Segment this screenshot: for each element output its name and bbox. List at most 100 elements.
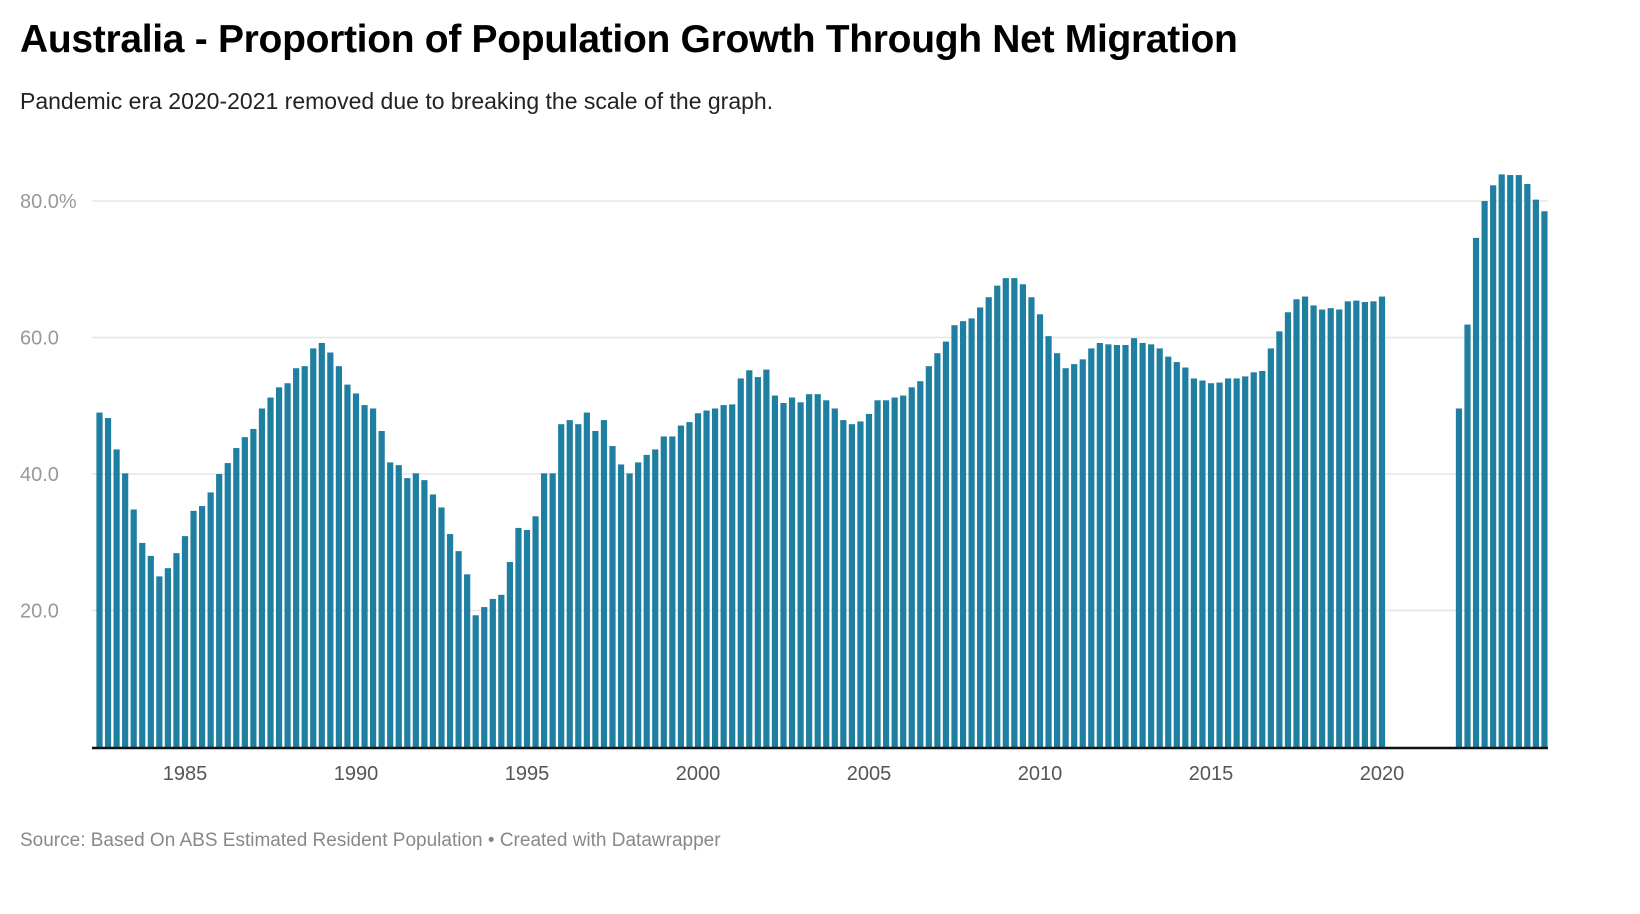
bar (729, 404, 736, 747)
bar (327, 352, 334, 747)
bar (857, 421, 864, 747)
bar (1524, 183, 1531, 747)
bar (224, 463, 231, 747)
bar (1259, 370, 1266, 747)
bar (677, 425, 684, 747)
bar (1276, 331, 1283, 747)
bar (1319, 309, 1326, 747)
bar (1216, 382, 1223, 747)
bar (1079, 359, 1086, 747)
bar (113, 449, 120, 747)
bar (515, 527, 522, 747)
bar (609, 446, 616, 747)
bar (1464, 324, 1471, 747)
bar (1370, 301, 1377, 747)
chart-title: Australia - Proportion of Population Gro… (20, 18, 1238, 61)
bar (130, 509, 137, 747)
bar (455, 551, 462, 747)
bar (429, 494, 437, 747)
footer-separator: • (482, 830, 500, 851)
bar (1148, 344, 1155, 747)
y-axis-labels: 20.0 40.0 60.0 80.0% (20, 191, 77, 623)
bar (122, 473, 129, 747)
bar (643, 454, 650, 747)
bar (1028, 297, 1035, 747)
bar (284, 383, 291, 747)
bar (840, 420, 847, 747)
bar (754, 377, 761, 747)
bar (1490, 185, 1497, 748)
bar (318, 342, 325, 747)
bar (959, 321, 967, 747)
bar (1019, 284, 1026, 747)
bar (1472, 237, 1480, 748)
bar (412, 473, 419, 747)
bar (344, 384, 351, 747)
bar (1002, 278, 1009, 747)
chart-subtitle: Pandemic era 2020-2021 removed due to br… (20, 88, 774, 114)
bar (1054, 353, 1061, 747)
bar (806, 394, 813, 747)
bar (1250, 372, 1257, 747)
bar (686, 422, 693, 747)
bar (1156, 348, 1163, 747)
bar (883, 400, 890, 747)
bar (1310, 305, 1317, 747)
bar (1182, 367, 1189, 747)
bar (275, 387, 283, 747)
bar (934, 353, 941, 747)
x-tick-label: 2000 (676, 763, 721, 785)
bar (566, 420, 573, 747)
bar (848, 424, 855, 747)
bar (532, 516, 539, 747)
bar (147, 555, 154, 747)
bar (489, 598, 496, 747)
bar (96, 412, 103, 747)
y-tick-label: 60.0 (20, 328, 59, 350)
y-tick-label: 40.0 (20, 464, 59, 486)
x-tick-label: 1990 (334, 763, 379, 785)
bar (378, 431, 385, 747)
bar (652, 449, 659, 747)
bar (908, 387, 915, 747)
bar (301, 366, 308, 747)
datawrapper-credit-link[interactable]: Created with Datawrapper (499, 830, 721, 851)
bar (293, 368, 300, 747)
bar (1267, 348, 1274, 747)
bar (831, 408, 838, 747)
bar (207, 492, 214, 747)
bar (583, 412, 590, 747)
bar (523, 529, 531, 747)
bar (865, 413, 873, 747)
bar (199, 506, 206, 747)
bar (1045, 336, 1052, 747)
bar (720, 405, 727, 747)
bar (1130, 338, 1138, 747)
bar (823, 400, 830, 747)
x-tick-label: 2015 (1189, 763, 1234, 785)
bar (181, 536, 189, 747)
y-tick-label: 20.0 (20, 601, 59, 623)
bar (780, 403, 787, 747)
bar (1036, 314, 1044, 747)
bar (1336, 309, 1343, 747)
bar (1327, 308, 1334, 747)
bar (600, 420, 608, 747)
bar (626, 473, 633, 747)
bar (1353, 300, 1360, 747)
bar (472, 615, 479, 747)
x-axis-labels: 1985 1990 1995 2000 2005 2010 2015 2020 (163, 763, 1405, 785)
bar (506, 562, 513, 747)
bar (387, 462, 394, 747)
bar (1165, 356, 1172, 747)
bar (446, 534, 454, 747)
bar (1455, 408, 1463, 747)
bar (1507, 175, 1514, 747)
bar (190, 510, 197, 747)
bar (1361, 302, 1368, 747)
bar (310, 348, 317, 747)
bar (746, 370, 753, 747)
bar (977, 307, 984, 747)
bar (703, 410, 710, 747)
bar (421, 480, 428, 747)
